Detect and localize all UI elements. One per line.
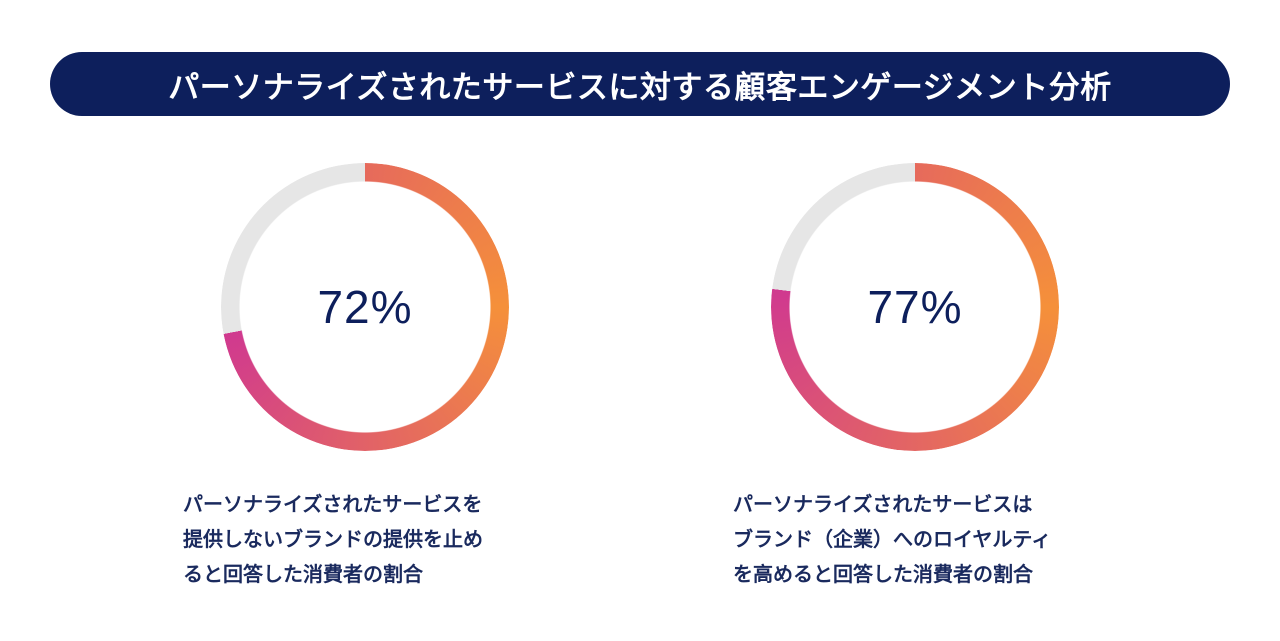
donut-caption-2: パーソナライズされたサービスは ブランド（企業）へのロイヤルティ を高めると回答… bbox=[733, 487, 1051, 592]
donut-caption-1: パーソナライズされたサービスを 提供しないブランドの提供を止め ると回答した消費… bbox=[183, 487, 483, 592]
caption-line: パーソナライズされたサービスは bbox=[733, 492, 1033, 516]
donut-center-label-2: 77% bbox=[867, 281, 963, 333]
donut-arc-1 bbox=[221, 163, 509, 451]
caption-line: を高めると回答した消費者の割合 bbox=[733, 562, 1033, 586]
caption-line: ブランド（企業）へのロイヤルティ bbox=[733, 527, 1052, 551]
donut-chart-1: 72% bbox=[221, 163, 509, 451]
donut-chart-2: 77% bbox=[771, 163, 1059, 451]
chart-title: パーソナライズされたサービスに対する顧客エンゲージメント分析 bbox=[168, 69, 1112, 106]
donut-center-label-1: 72% bbox=[317, 281, 413, 333]
caption-line: ると回答した消費者の割合 bbox=[183, 562, 423, 586]
caption-line: パーソナライズされたサービスを bbox=[183, 492, 483, 516]
caption-line: 提供しないブランドの提供を止め bbox=[183, 527, 483, 551]
donut-arc-2 bbox=[771, 163, 1059, 451]
chart-title-banner: パーソナライズされたサービスに対する顧客エンゲージメント分析 bbox=[50, 52, 1230, 116]
